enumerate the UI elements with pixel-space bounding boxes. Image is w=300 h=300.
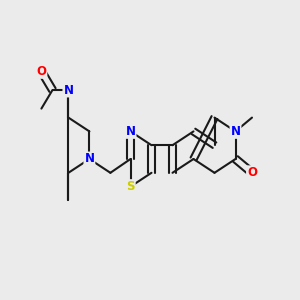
Text: O: O [247, 166, 257, 179]
Text: N: N [230, 125, 241, 138]
Text: N: N [125, 125, 136, 138]
Text: N: N [63, 83, 74, 97]
Text: O: O [36, 65, 46, 78]
Text: S: S [126, 180, 135, 193]
Text: N: N [84, 152, 94, 166]
